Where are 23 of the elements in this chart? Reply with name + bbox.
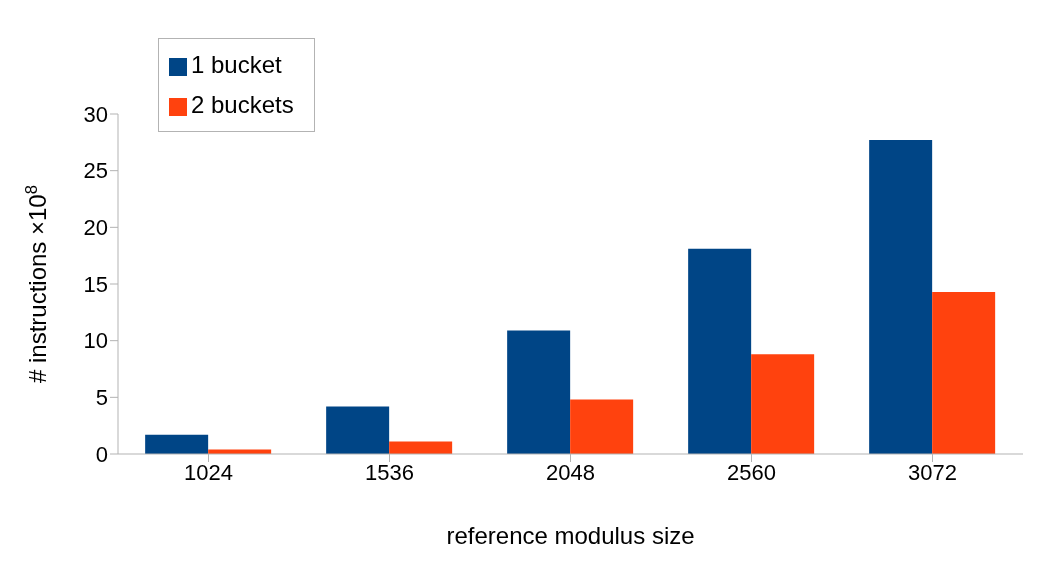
y-tick-label: 20 xyxy=(83,215,108,241)
y-tick-label: 15 xyxy=(83,271,108,297)
bar xyxy=(326,406,390,454)
legend-label: 2 buckets xyxy=(191,91,294,118)
legend-label: 1 bucket xyxy=(191,51,282,78)
bar xyxy=(145,434,209,454)
bar xyxy=(869,140,933,454)
y-tick-label: 25 xyxy=(83,158,108,184)
x-tick-label: 2560 xyxy=(727,459,776,485)
x-tick-label: 3072 xyxy=(908,459,957,485)
bar xyxy=(570,399,634,454)
y-tick-label: 30 xyxy=(83,101,108,127)
y-tick-label: 5 xyxy=(95,385,108,411)
bar xyxy=(751,354,815,454)
x-tick-label: 1024 xyxy=(184,459,233,485)
y-tick-label: 10 xyxy=(83,328,108,354)
bar xyxy=(932,291,996,454)
bar xyxy=(688,248,752,454)
x-axis-title: reference modulus size xyxy=(446,522,695,549)
y-tick-label: 0 xyxy=(95,441,108,467)
x-tick-label: 1536 xyxy=(365,459,414,485)
x-tick-label: 2048 xyxy=(546,459,595,485)
bar xyxy=(507,330,571,454)
